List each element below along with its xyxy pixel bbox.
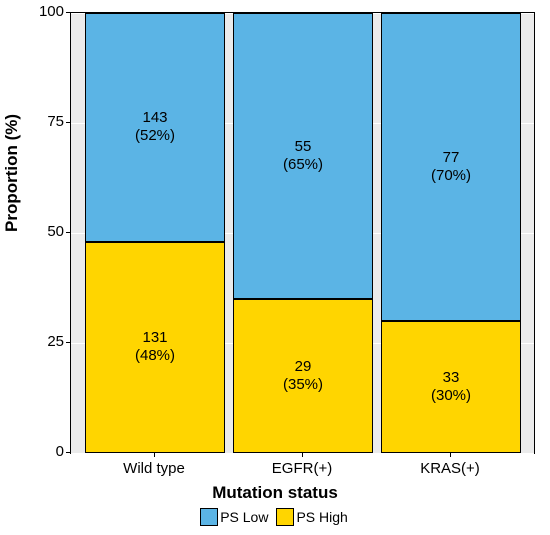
legend-label-ps-high: PS High [296, 509, 347, 525]
segment-label: 77(70%) [381, 149, 521, 185]
x-tick-mark [450, 453, 451, 457]
y-tick-label: 50 [24, 223, 64, 240]
legend-swatch-ps-high [276, 508, 294, 526]
bar-group: 29(35%) 55(65%) [233, 13, 373, 453]
y-axis-title: Proportion (%) [2, 114, 22, 232]
y-tick-mark [66, 342, 70, 343]
chart-container: 131(48%) 143(52%) 29(35%) 55(65%) 33(30%) 77(… [0, 0, 550, 535]
x-tick-mark [302, 453, 303, 457]
legend-item-ps-low: PS Low [200, 508, 270, 526]
bar-group: 33(30%) 77(70%) [381, 13, 521, 453]
y-tick-mark [66, 452, 70, 453]
segment-label: 143(52%) [85, 109, 225, 145]
x-axis-title: Mutation status [0, 483, 550, 503]
x-tick-label: Wild type [94, 460, 214, 477]
legend: PS Low PS High [0, 508, 550, 531]
segment-label: 131(48%) [85, 329, 225, 365]
y-tick-label: 0 [24, 443, 64, 460]
legend-item-ps-high: PS High [276, 508, 349, 526]
segment-label: 33(30%) [381, 369, 521, 405]
y-tick-mark [66, 12, 70, 13]
y-tick-label: 100 [24, 3, 64, 20]
y-tick-label: 25 [24, 333, 64, 350]
x-tick-label: EGFR(+) [242, 460, 362, 477]
segment-label: 29(35%) [233, 358, 373, 394]
y-tick-mark [66, 122, 70, 123]
x-tick-label: KRAS(+) [390, 460, 510, 477]
plot-area: 131(48%) 143(52%) 29(35%) 55(65%) 33(30%) 77(… [70, 12, 535, 454]
x-tick-mark [154, 453, 155, 457]
y-tick-mark [66, 232, 70, 233]
legend-swatch-ps-low [200, 508, 218, 526]
legend-label-ps-low: PS Low [220, 509, 268, 525]
segment-label: 55(65%) [233, 138, 373, 174]
y-tick-label: 75 [24, 113, 64, 130]
bar-group: 131(48%) 143(52%) [85, 13, 225, 453]
